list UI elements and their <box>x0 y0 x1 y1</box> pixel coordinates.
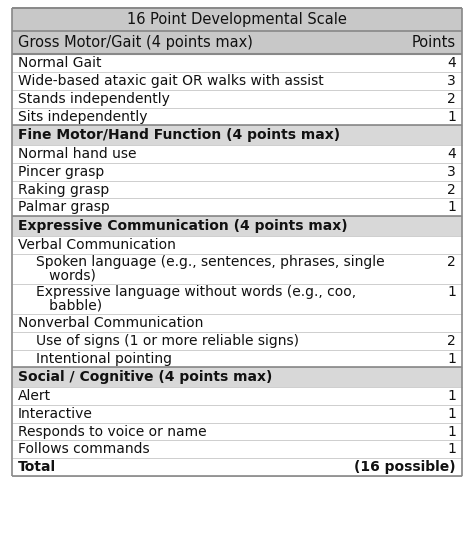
Bar <box>12 125 462 145</box>
Bar <box>12 216 462 236</box>
Text: 1: 1 <box>447 285 456 299</box>
Text: 2: 2 <box>447 334 456 348</box>
Bar <box>12 236 462 254</box>
Bar <box>12 349 462 368</box>
Text: Interactive: Interactive <box>18 407 93 421</box>
Text: 4: 4 <box>447 56 456 70</box>
Bar <box>12 387 462 405</box>
Text: Normal Gait: Normal Gait <box>18 56 101 70</box>
Bar <box>12 422 462 441</box>
Text: 1: 1 <box>447 442 456 456</box>
Text: Nonverbal Communication: Nonverbal Communication <box>18 316 203 330</box>
Text: 3: 3 <box>447 165 456 178</box>
Text: Raking grasp: Raking grasp <box>18 182 109 197</box>
Text: Stands independently: Stands independently <box>18 92 170 106</box>
Text: Palmar grasp: Palmar grasp <box>18 200 110 214</box>
Bar <box>12 54 462 72</box>
Text: Use of signs (1 or more reliable signs): Use of signs (1 or more reliable signs) <box>36 334 299 348</box>
Bar <box>12 8 462 31</box>
Text: Follows commands: Follows commands <box>18 442 150 456</box>
Text: 1: 1 <box>447 407 456 421</box>
Text: 1: 1 <box>447 352 456 366</box>
Bar <box>12 108 462 125</box>
Bar <box>12 458 462 476</box>
Text: Wide-based ataxic gait OR walks with assist: Wide-based ataxic gait OR walks with ass… <box>18 74 324 88</box>
Bar <box>12 368 462 387</box>
Bar <box>12 198 462 216</box>
Bar <box>12 31 462 54</box>
Text: babble): babble) <box>36 299 102 312</box>
Text: 3: 3 <box>447 74 456 88</box>
Text: Responds to voice or name: Responds to voice or name <box>18 425 207 438</box>
Bar <box>12 405 462 422</box>
Text: 1: 1 <box>447 425 456 438</box>
Bar <box>12 332 462 349</box>
Bar <box>12 145 462 163</box>
Bar <box>12 72 462 90</box>
Text: 2: 2 <box>447 255 456 269</box>
Text: 1: 1 <box>447 389 456 403</box>
Bar <box>12 163 462 181</box>
Text: words): words) <box>36 269 96 282</box>
Text: 1: 1 <box>447 109 456 123</box>
Text: Normal hand use: Normal hand use <box>18 147 137 161</box>
Bar <box>12 314 462 332</box>
Text: Gross Motor/Gait (4 points max): Gross Motor/Gait (4 points max) <box>18 35 253 50</box>
Text: 2: 2 <box>447 92 456 106</box>
Text: Social / Cognitive (4 points max): Social / Cognitive (4 points max) <box>18 370 273 384</box>
Text: Alert: Alert <box>18 389 51 403</box>
Text: Total: Total <box>18 460 56 474</box>
Bar <box>12 284 462 314</box>
Text: Pincer grasp: Pincer grasp <box>18 165 104 178</box>
Text: 16 Point Developmental Scale: 16 Point Developmental Scale <box>127 12 347 27</box>
Text: Expressive language without words (e.g., coo,: Expressive language without words (e.g.,… <box>36 285 356 299</box>
Bar <box>12 90 462 108</box>
Text: (16 possible): (16 possible) <box>355 460 456 474</box>
Bar <box>12 254 462 284</box>
Text: Verbal Communication: Verbal Communication <box>18 237 176 252</box>
Text: Points: Points <box>412 35 456 50</box>
Text: Intentional pointing: Intentional pointing <box>36 352 172 366</box>
Bar <box>12 441 462 458</box>
Text: 1: 1 <box>447 200 456 214</box>
Text: Fine Motor/Hand Function (4 points max): Fine Motor/Hand Function (4 points max) <box>18 128 340 142</box>
Text: Spoken language (e.g., sentences, phrases, single: Spoken language (e.g., sentences, phrase… <box>36 255 384 269</box>
Text: Sits independently: Sits independently <box>18 109 147 123</box>
Text: Expressive Communication (4 points max): Expressive Communication (4 points max) <box>18 219 347 233</box>
Bar <box>12 181 462 198</box>
Text: 4: 4 <box>447 147 456 161</box>
Text: 2: 2 <box>447 182 456 197</box>
